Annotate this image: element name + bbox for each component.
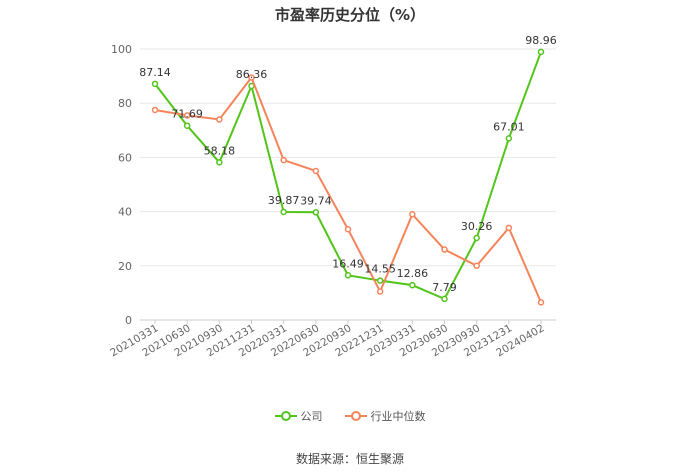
data-point-industry — [376, 288, 384, 295]
data-point-company — [409, 281, 416, 289]
data-point-industry — [312, 167, 320, 175]
legend-label-industry: 行业中位数 — [370, 410, 426, 423]
data-point-company — [537, 48, 545, 56]
legend-label-company: 公司 — [300, 410, 323, 423]
y-tick-label: 0 — [125, 314, 132, 327]
x-axis-ticks: 2021033120210630202109302021123120220331… — [108, 320, 547, 359]
data-point-company — [505, 135, 513, 142]
y-tick-label: 20 — [118, 260, 132, 273]
data-label: 67.01 — [493, 120, 525, 133]
chart-title: 市盈率历史分位（%） — [274, 6, 426, 24]
data-label: 39.74 — [300, 194, 332, 207]
data-point-company — [312, 209, 320, 216]
legend-item-company[interactable]: 公司 — [274, 408, 323, 424]
data-label: 71.69 — [171, 108, 203, 121]
legend-swatch-industry-icon — [344, 411, 367, 421]
data-point-company — [151, 80, 159, 88]
data-point-company — [441, 295, 448, 303]
data-source: 数据来源：恒生聚源 — [295, 452, 404, 466]
data-point-company — [280, 208, 287, 216]
data-label: 98.96 — [525, 34, 557, 47]
data-label: 39.87 — [268, 194, 300, 207]
data-label: 87.14 — [139, 66, 171, 79]
data-label: 7.79 — [432, 281, 457, 294]
legend-item-industry[interactable]: 行业中位数 — [344, 408, 426, 424]
data-point-industry — [216, 116, 223, 123]
y-tick-label: 60 — [118, 151, 132, 164]
data-point-industry — [280, 156, 287, 164]
data-point-company — [183, 122, 191, 129]
data-label: 14.55 — [364, 263, 396, 276]
data-point-industry — [409, 211, 416, 218]
data-point-industry — [537, 299, 545, 306]
data-label: 12.86 — [397, 267, 429, 280]
data-label: 16.49 — [332, 257, 364, 270]
data-point-industry — [151, 106, 159, 114]
data-point-industry — [505, 224, 513, 232]
data-point-company — [344, 272, 352, 279]
legend: 公司 行业中位数 — [0, 408, 700, 424]
data-point-company — [376, 277, 384, 284]
data-point-industry — [441, 246, 448, 253]
y-axis-ticks: 0 20 40 60 80 100 — [111, 43, 132, 327]
data-point-industry — [344, 225, 352, 233]
data-point-industry — [248, 74, 255, 81]
data-label: 58.18 — [204, 144, 236, 157]
series-layer — [151, 48, 545, 306]
legend-swatch-company-icon — [274, 411, 297, 421]
data-point-industry — [473, 262, 480, 270]
data-point-company — [473, 234, 480, 242]
y-tick-label: 80 — [118, 97, 132, 110]
line-chart: 0 20 40 60 80 100 202103312021063020210930202… — [108, 34, 557, 360]
data-label: 86.36 — [236, 68, 268, 81]
data-point-industry — [183, 112, 191, 119]
y-tick-label: 40 — [118, 206, 132, 219]
data-point-company — [216, 159, 223, 166]
y-tick-label: 100 — [111, 43, 132, 56]
data-label-layer: 87.14 71.69 58.18 86.36 39.87 39.74 16.49 14.55… — [139, 34, 557, 294]
data-label: 30.26 — [461, 220, 493, 233]
